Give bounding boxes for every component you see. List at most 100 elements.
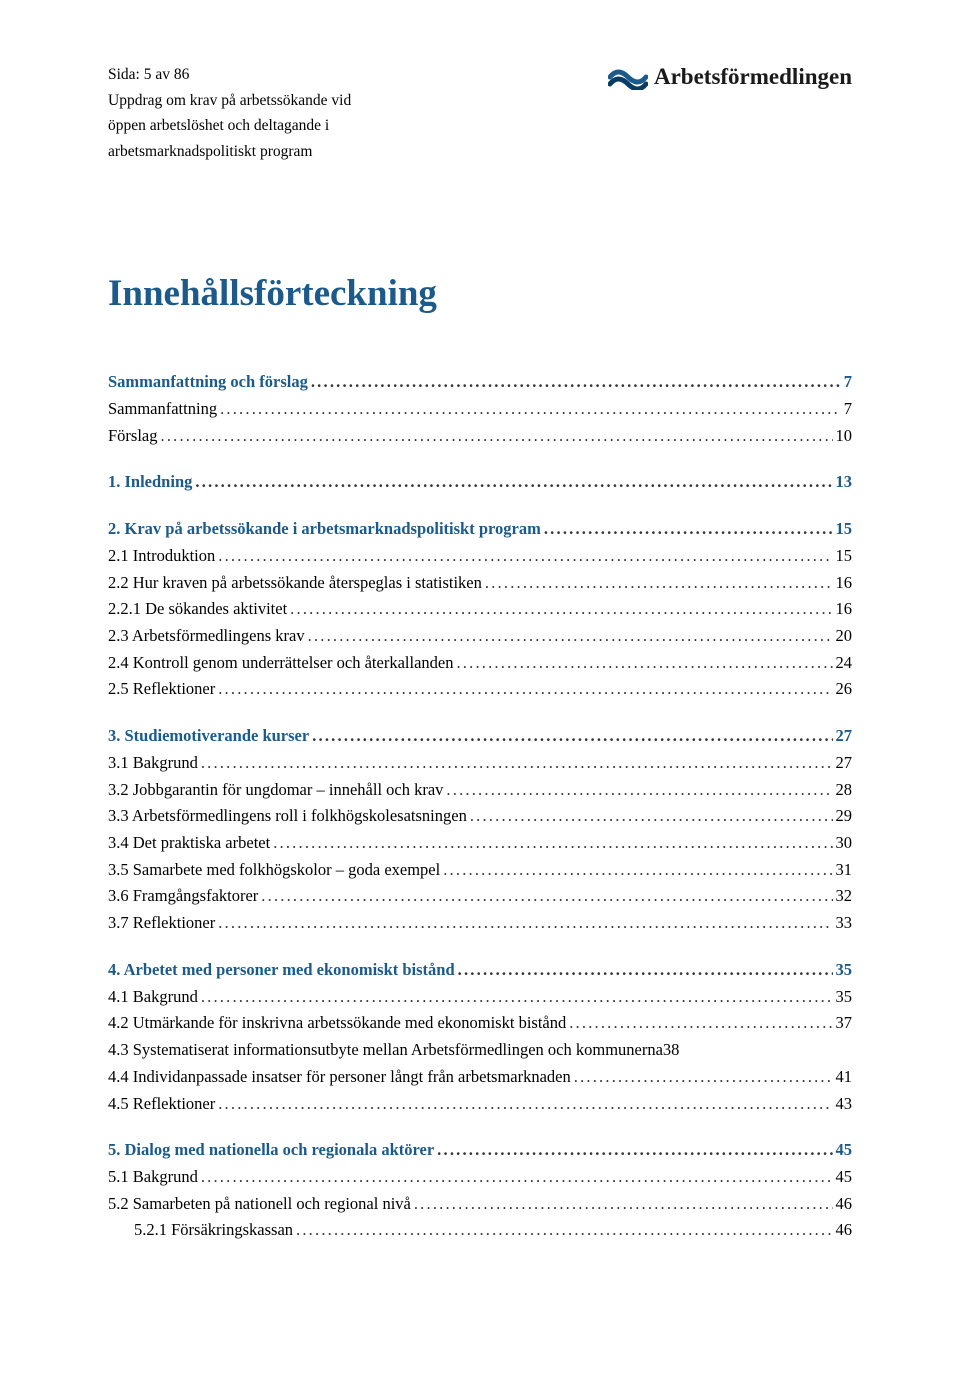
toc-gap: [108, 496, 852, 516]
wave-icon: [608, 64, 648, 90]
toc-label: 4.4 Individanpassade insatser för person…: [108, 1064, 571, 1091]
toc-label: 4.3 Systematiserat informationsutbyte me…: [108, 1037, 663, 1064]
toc-label: 5.1 Bakgrund: [108, 1164, 198, 1191]
toc-entry: Förslag10: [108, 423, 852, 450]
toc-entry: 5.2 Samarbeten på nationell och regional…: [108, 1191, 852, 1218]
toc-label: 1. Inledning: [108, 469, 192, 496]
toc-leader: [220, 396, 841, 423]
toc-entry: 3.4 Det praktiska arbetet30: [108, 830, 852, 857]
toc-leader: [437, 1137, 832, 1164]
toc-leader: [458, 957, 833, 984]
page-title: Innehållsförteckning: [108, 272, 852, 315]
toc-entry: 3.3 Arbetsförmedlingens roll i folkhögsk…: [108, 803, 852, 830]
toc-page-number: 43: [836, 1091, 853, 1118]
toc-label: 3. Studiemotiverande kurser: [108, 723, 309, 750]
toc-label: 2.2 Hur kraven på arbetssökande återspeg…: [108, 570, 482, 597]
toc-leader: [273, 830, 832, 857]
toc-entry: 2.3 Arbetsförmedlingens krav 20: [108, 623, 852, 650]
toc-leader: [485, 570, 833, 597]
table-of-contents: Sammanfattning och förslag7Sammanfattnin…: [108, 369, 852, 1244]
toc-label: 2.5 Reflektioner: [108, 676, 215, 703]
page-header: Sida: 5 av 86 Uppdrag om krav på arbetss…: [108, 62, 852, 164]
toc-label: 3.6 Framgångsfaktorer: [108, 883, 258, 910]
header-line-3: arbetsmarknadspolitiskt program: [108, 139, 351, 165]
toc-page-number: 16: [836, 596, 853, 623]
toc-page-number: 13: [836, 469, 853, 496]
toc-leader: [201, 984, 833, 1011]
toc-entry: 5. Dialog med nationella och regionala a…: [108, 1137, 852, 1164]
toc-leader: [569, 1010, 832, 1037]
toc-label: 5. Dialog med nationella och regionala a…: [108, 1137, 434, 1164]
toc-leader: [218, 676, 832, 703]
toc-label: 5.2 Samarbeten på nationell och regional…: [108, 1191, 411, 1218]
toc-page-number: 46: [836, 1191, 853, 1218]
logo-text: Arbetsförmedlingen: [654, 64, 852, 90]
toc-leader: [414, 1191, 833, 1218]
toc-entry: Sammanfattning 7: [108, 396, 852, 423]
toc-page-number: 27: [836, 750, 853, 777]
toc-page-number: 35: [836, 957, 853, 984]
toc-page-number: 45: [836, 1137, 853, 1164]
toc-entry: 4. Arbetet med personer med ekonomiskt b…: [108, 957, 852, 984]
page-indicator: Sida: 5 av 86: [108, 62, 351, 88]
toc-entry: 3. Studiemotiverande kurser27: [108, 723, 852, 750]
toc-leader: [261, 883, 832, 910]
toc-leader: [218, 543, 832, 570]
toc-entry: 5.2.1 Försäkringskassan46: [108, 1217, 852, 1244]
toc-label: Sammanfattning och förslag: [108, 369, 308, 396]
toc-entry: 4.3 Systematiserat informationsutbyte me…: [108, 1037, 852, 1064]
toc-entry: 3.7 Reflektioner33: [108, 910, 852, 937]
toc-gap: [108, 449, 852, 469]
toc-gap: [108, 1117, 852, 1137]
toc-entry: 2.2.1 De sökandes aktivitet16: [108, 596, 852, 623]
toc-page-number: 26: [836, 676, 853, 703]
toc-page-number: 33: [836, 910, 853, 937]
toc-leader: [218, 910, 832, 937]
toc-page-number: 28: [836, 777, 853, 804]
toc-leader: [312, 723, 832, 750]
toc-page-number: 15: [836, 543, 853, 570]
toc-label: 3.2 Jobbgarantin för ungdomar – innehåll…: [108, 777, 443, 804]
toc-entry: 5.1 Bakgrund45: [108, 1164, 852, 1191]
toc-page-number: 16: [836, 570, 853, 597]
toc-page-number: 37: [836, 1010, 853, 1037]
toc-entry: 1. Inledning 13: [108, 469, 852, 496]
toc-entry: 3.5 Samarbete med folkhögskolor – goda e…: [108, 857, 852, 884]
toc-leader: [311, 369, 841, 396]
toc-entry: 4.5 Reflektioner 43: [108, 1091, 852, 1118]
toc-entry: 3.1 Bakgrund 27: [108, 750, 852, 777]
toc-leader: [456, 650, 832, 677]
toc-entry: 2.5 Reflektioner 26: [108, 676, 852, 703]
toc-entry: 2.1 Introduktion15: [108, 543, 852, 570]
toc-label: Sammanfattning: [108, 396, 217, 423]
toc-entry: 2.2 Hur kraven på arbetssökande återspeg…: [108, 570, 852, 597]
toc-page-number: 32: [836, 883, 853, 910]
toc-entry: 4.4 Individanpassade insatser för person…: [108, 1064, 852, 1091]
toc-leader: [470, 803, 833, 830]
toc-label: 4.5 Reflektioner: [108, 1091, 215, 1118]
header-line-1: Uppdrag om krav på arbetssökande vid: [108, 88, 351, 114]
toc-leader: [443, 857, 832, 884]
toc-label: 2.3 Arbetsförmedlingens krav: [108, 623, 305, 650]
toc-page-number: 20: [836, 623, 853, 650]
toc-page-number: 46: [836, 1217, 853, 1244]
toc-leader: [161, 423, 833, 450]
toc-leader: [574, 1064, 833, 1091]
brand-logo: Arbetsförmedlingen: [608, 64, 852, 90]
toc-page-number: 41: [836, 1064, 853, 1091]
toc-page-number: 10: [836, 423, 853, 450]
toc-page-number: 7: [844, 396, 852, 423]
toc-gap: [108, 937, 852, 957]
toc-leader: [218, 1091, 832, 1118]
toc-entry: 3.2 Jobbgarantin för ungdomar – innehåll…: [108, 777, 852, 804]
toc-leader: [296, 1217, 832, 1244]
toc-label: 3.1 Bakgrund: [108, 750, 198, 777]
toc-label: 2.4 Kontroll genom underrättelser och åt…: [108, 650, 453, 677]
toc-leader: [446, 777, 832, 804]
toc-entry: Sammanfattning och förslag7: [108, 369, 852, 396]
toc-leader: [290, 596, 832, 623]
toc-page-number: 30: [836, 830, 853, 857]
toc-page-number: 35: [836, 984, 853, 1011]
toc-page-number: 15: [836, 516, 853, 543]
toc-gap: [108, 703, 852, 723]
